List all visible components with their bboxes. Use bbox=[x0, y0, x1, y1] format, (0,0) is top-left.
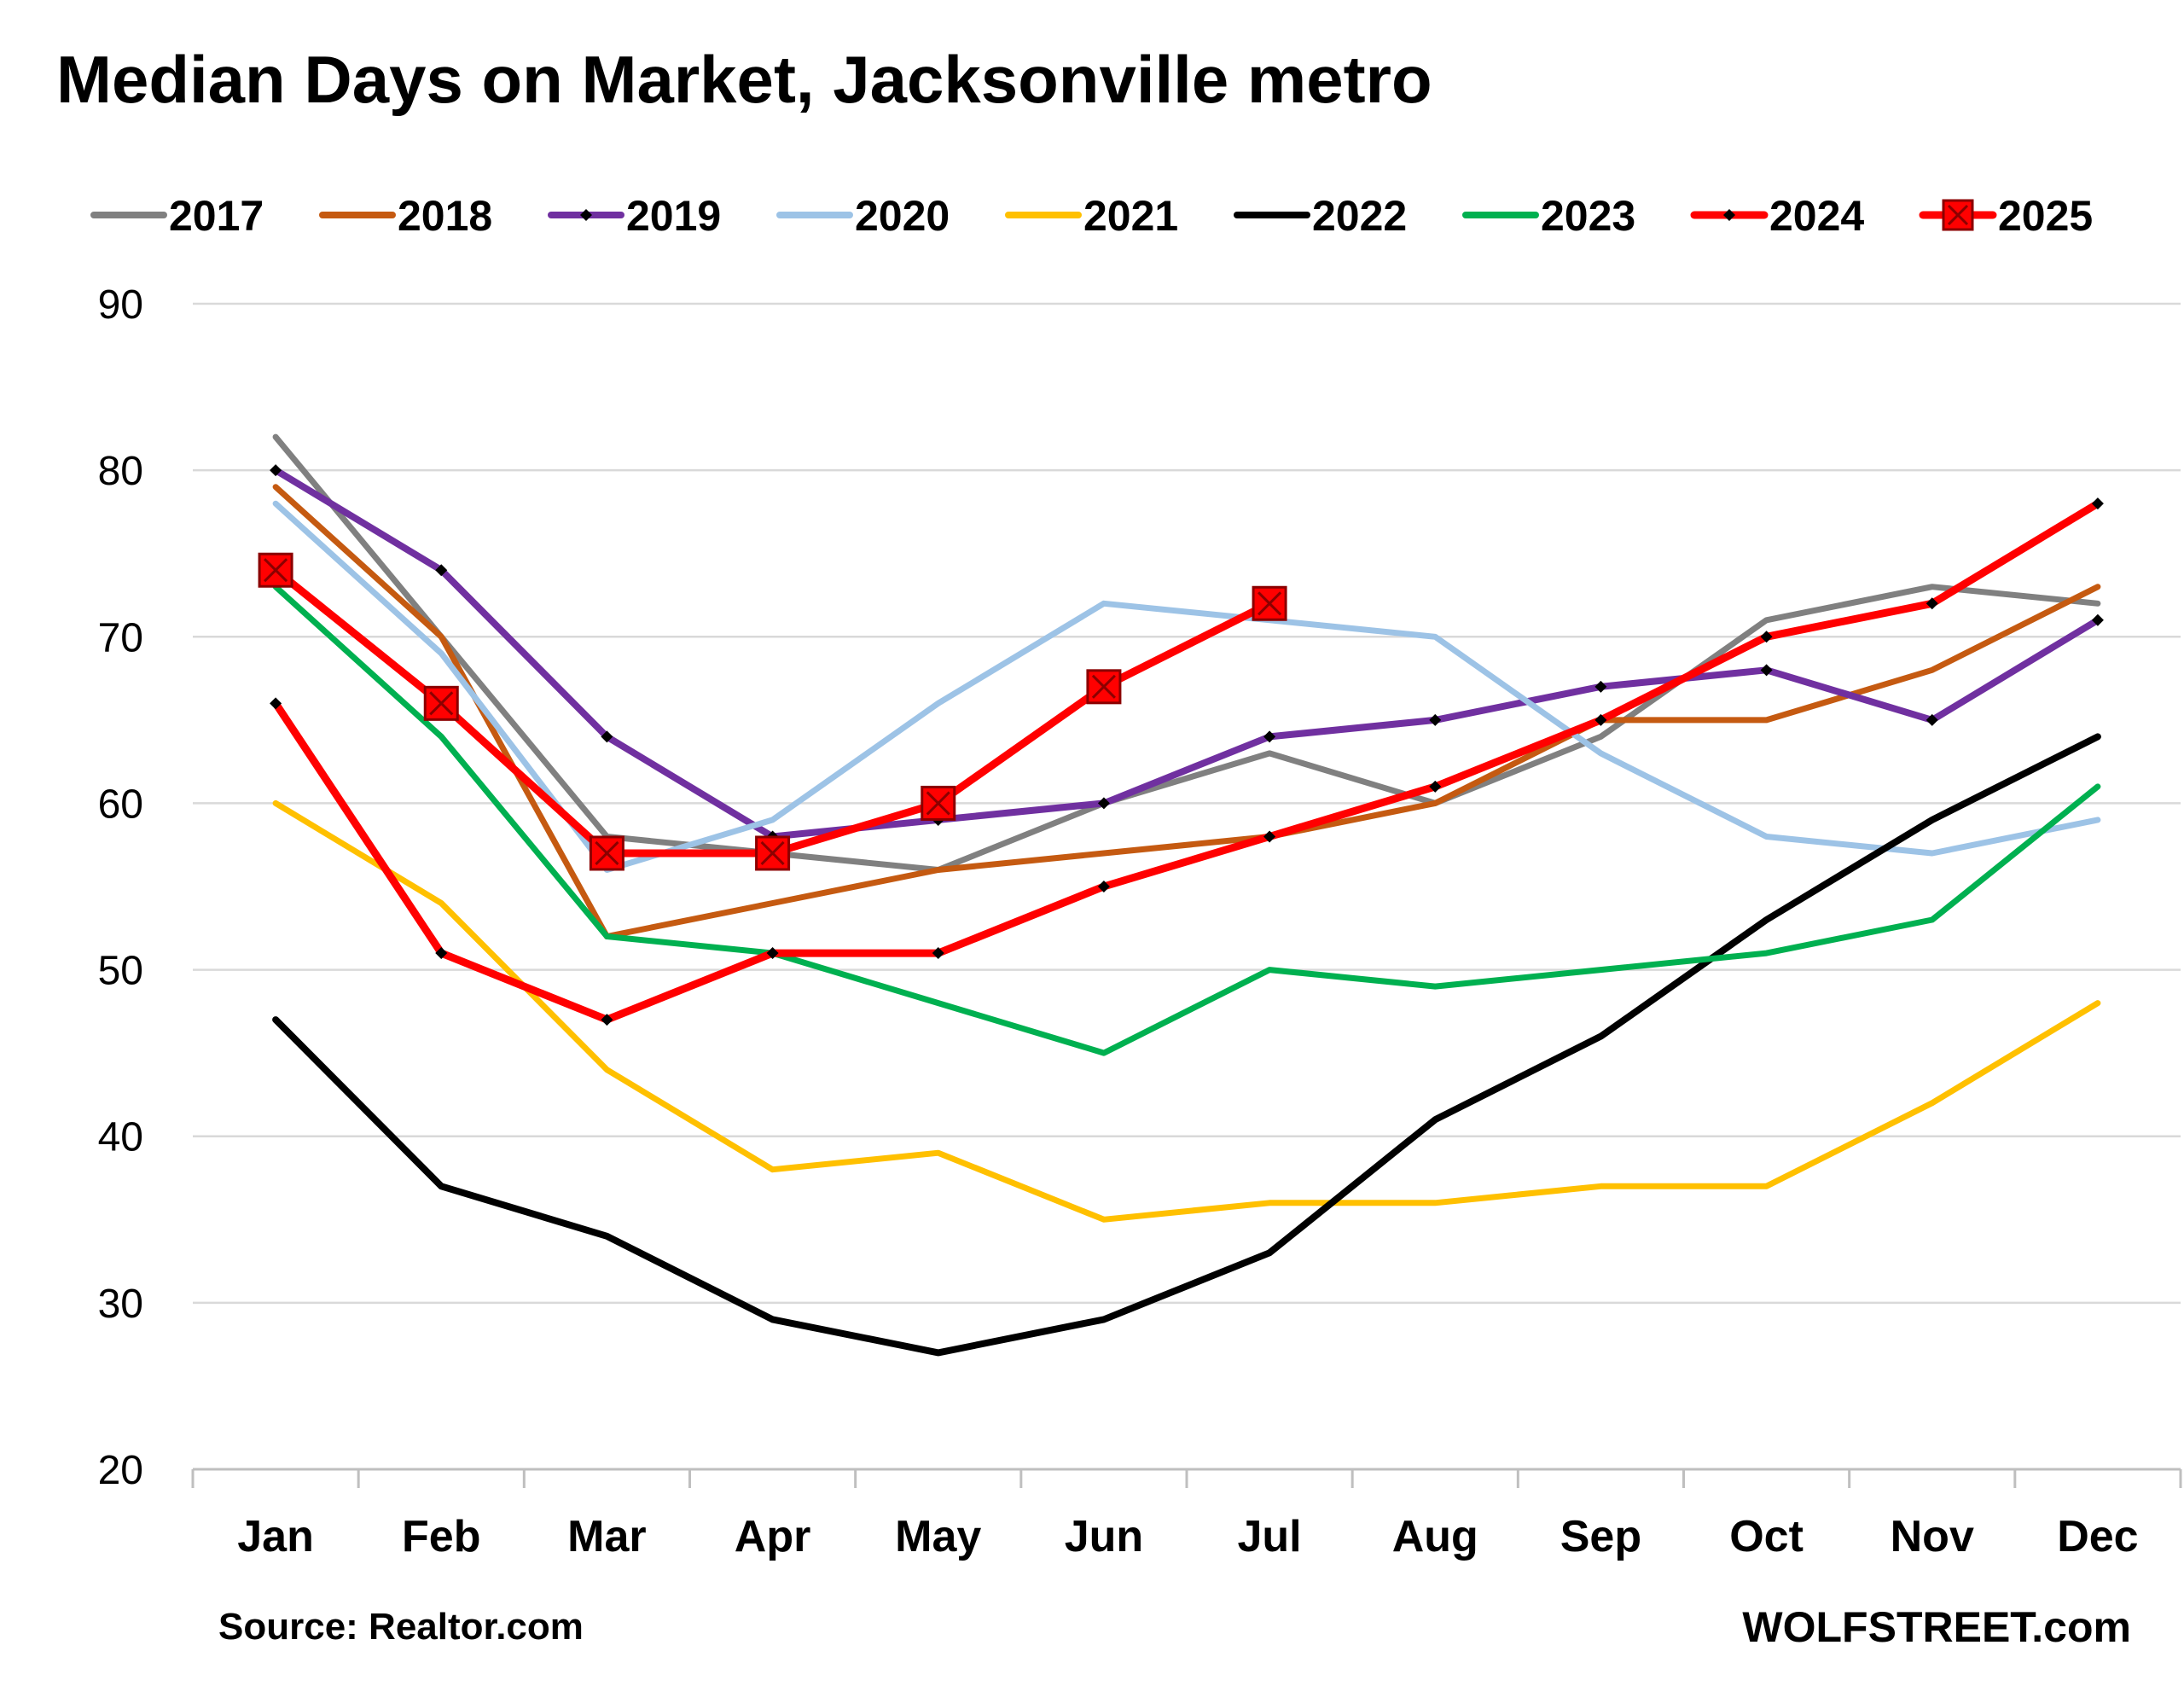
series-2021 bbox=[272, 799, 2101, 1223]
x-tick-label: Jul bbox=[1238, 1512, 1302, 1561]
data-point-2025 bbox=[755, 835, 791, 871]
series-2022 bbox=[272, 733, 2101, 1357]
legend-item-2021: 2021 bbox=[1005, 192, 1178, 240]
legend: 2017 2018 2019 2020 2021 2022 2023 2024 2025 bbox=[90, 192, 2093, 240]
data-point-2025 bbox=[258, 552, 293, 588]
legend-label: 2023 bbox=[1541, 192, 1635, 240]
data-point-2019 bbox=[1760, 664, 1773, 677]
data-point-2024 bbox=[1760, 631, 1773, 643]
data-point-2024 bbox=[766, 947, 779, 960]
y-tick-label: 40 bbox=[98, 1115, 143, 1160]
series-line-2021 bbox=[272, 799, 2101, 1223]
legend-label: 2025 bbox=[1998, 192, 2093, 240]
data-point-2025 bbox=[921, 785, 956, 821]
legend-item-2024: 2024 bbox=[1690, 192, 1864, 240]
data-point-2019 bbox=[1263, 730, 1276, 743]
x-tick-label: Aug bbox=[1392, 1512, 1478, 1561]
y-tick-label: 30 bbox=[98, 1282, 143, 1327]
data-point-2024 bbox=[1429, 780, 1442, 793]
x-tick-label: Mar bbox=[567, 1512, 646, 1561]
series-2020 bbox=[272, 500, 2101, 873]
data-point-2024 bbox=[1263, 830, 1276, 843]
x-tick-label: Sep bbox=[1560, 1512, 1641, 1561]
x-tick-label: Jan bbox=[237, 1512, 314, 1561]
data-point-2019 bbox=[1594, 680, 1607, 693]
legend-label: 2019 bbox=[626, 192, 721, 240]
series-2019 bbox=[270, 464, 2104, 843]
legend-item-2018: 2018 bbox=[319, 192, 492, 240]
x-tick-label: Dec bbox=[2057, 1512, 2138, 1561]
data-point-2019 bbox=[1429, 713, 1442, 726]
data-point-2019 bbox=[270, 464, 282, 477]
data-point-2024 bbox=[1594, 713, 1607, 726]
x-tick-label: Feb bbox=[402, 1512, 480, 1561]
data-point-2025 bbox=[589, 835, 624, 871]
legend-label: 2024 bbox=[1769, 192, 1864, 240]
y-axis-tick-labels: 20 30 40 50 60 70 80 90 bbox=[98, 282, 143, 1493]
series-line-2017 bbox=[272, 433, 2101, 873]
data-point-2019 bbox=[1926, 713, 1938, 726]
legend-label: 2017 bbox=[169, 192, 264, 240]
y-tick-label: 90 bbox=[98, 282, 143, 328]
gridlines bbox=[193, 302, 2181, 1305]
data-point-2025 bbox=[423, 685, 459, 721]
series-2024 bbox=[270, 497, 2104, 1026]
series-line-2018 bbox=[272, 484, 2101, 939]
series-2025 bbox=[258, 552, 1287, 871]
legend-label: 2020 bbox=[855, 192, 950, 240]
legend-item-2023: 2023 bbox=[1462, 192, 1635, 240]
y-tick-label: 60 bbox=[98, 782, 143, 827]
legend-marker bbox=[1723, 209, 1735, 221]
x-axis bbox=[191, 1468, 2182, 1488]
series-line-2024 bbox=[271, 499, 2102, 1024]
series-2023 bbox=[272, 584, 2101, 1056]
legend-item-2025: 2025 bbox=[1919, 192, 2093, 240]
data-point-2024 bbox=[1926, 597, 1938, 610]
legend-label: 2018 bbox=[398, 192, 492, 240]
data-point-2025 bbox=[1252, 585, 1287, 621]
legend-label: 2022 bbox=[1312, 192, 1407, 240]
legend-item-2022: 2022 bbox=[1234, 192, 1407, 240]
data-point-2024 bbox=[1097, 881, 1110, 892]
legend-item-2017: 2017 bbox=[90, 192, 264, 240]
legend-item-2019: 2019 bbox=[548, 192, 721, 240]
series-2017 bbox=[272, 433, 2101, 873]
data-point-2024 bbox=[2091, 497, 2104, 510]
brand-watermark: WOLFSTREET.com bbox=[1742, 1603, 2131, 1651]
series-lines bbox=[258, 433, 2104, 1357]
data-point-2019 bbox=[601, 730, 613, 743]
y-tick-label: 70 bbox=[98, 615, 143, 660]
chart-title: Median Days on Market, Jacksonville metr… bbox=[56, 42, 1432, 117]
legend-label: 2021 bbox=[1083, 192, 1178, 240]
data-point-2024 bbox=[601, 1014, 613, 1026]
y-tick-label: 50 bbox=[98, 949, 143, 994]
data-point-2024 bbox=[435, 947, 448, 960]
data-point-2025 bbox=[1086, 669, 1122, 705]
y-tick-label: 80 bbox=[98, 449, 143, 494]
x-tick-label: May bbox=[895, 1512, 981, 1561]
series-line-2019 bbox=[272, 467, 2101, 840]
x-axis-tick-labels: Jan Feb Mar Apr May Jun Jul Aug Sep Oct Nov Dec bbox=[237, 1512, 2138, 1561]
series-line-2020 bbox=[272, 500, 2101, 873]
data-point-2019 bbox=[1097, 797, 1110, 810]
series-2018 bbox=[272, 484, 2101, 939]
x-tick-label: Nov bbox=[1891, 1512, 1974, 1561]
x-tick-label: Jun bbox=[1065, 1512, 1143, 1561]
series-line-2023 bbox=[272, 584, 2101, 1056]
legend-marker bbox=[1942, 199, 1974, 231]
source-note: Source: Realtor.com bbox=[218, 1606, 584, 1648]
data-point-2024 bbox=[932, 947, 944, 960]
series-line-2022 bbox=[272, 733, 2101, 1357]
legend-item-2020: 2020 bbox=[776, 192, 950, 240]
data-point-2024 bbox=[270, 697, 282, 710]
x-tick-label: Oct bbox=[1729, 1512, 1804, 1561]
x-tick-label: Apr bbox=[735, 1512, 811, 1561]
y-tick-label: 20 bbox=[98, 1448, 143, 1493]
legend-marker bbox=[580, 209, 592, 221]
data-point-2019 bbox=[2091, 613, 2104, 626]
data-point-2019 bbox=[435, 564, 448, 577]
